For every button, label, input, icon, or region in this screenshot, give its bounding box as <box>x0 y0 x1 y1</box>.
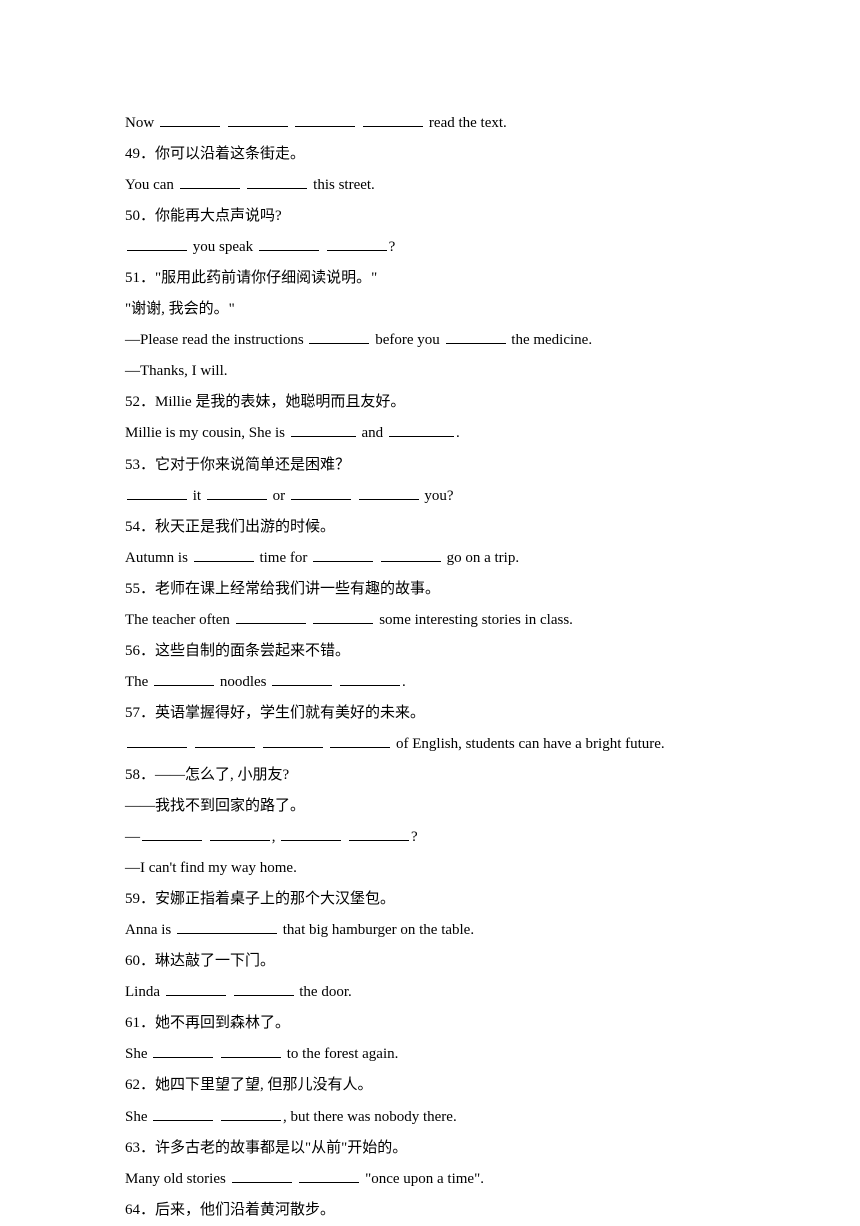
fill-blank <box>207 485 267 500</box>
worksheet-line: 57．英语掌握得好，学生们就有美好的未来。 <box>125 698 735 729</box>
worksheet-line: Autumn is time for go on a trip. <box>125 543 735 574</box>
fill-blank <box>127 485 187 500</box>
worksheet-line: 61．她不再回到森林了。 <box>125 1008 735 1039</box>
fill-blank <box>195 733 255 748</box>
worksheet-line: Anna is that big hamburger on the table. <box>125 915 735 946</box>
worksheet-line: She to the forest again. <box>125 1039 735 1070</box>
fill-blank <box>259 236 319 251</box>
fill-blank <box>349 826 409 841</box>
worksheet-line: 56．这些自制的面条尝起来不错。 <box>125 636 735 667</box>
worksheet-line: 52．Millie 是我的表妹，她聪明而且友好。 <box>125 387 735 418</box>
worksheet-line: 64．后来，他们沿着黄河散步。 <box>125 1195 735 1226</box>
worksheet-line: Millie is my cousin, She is and . <box>125 418 735 449</box>
fill-blank <box>309 329 369 344</box>
worksheet-line: of English, students can have a bright f… <box>125 729 735 760</box>
fill-blank <box>127 236 187 251</box>
worksheet-line: you speak ? <box>125 232 735 263</box>
fill-blank <box>234 981 294 996</box>
worksheet-line: 63．许多古老的故事都是以"从前"开始的。 <box>125 1133 735 1164</box>
fill-blank <box>272 671 332 686</box>
fill-blank <box>221 1043 281 1058</box>
fill-blank <box>153 1043 213 1058</box>
fill-blank <box>180 174 240 189</box>
worksheet-line: 60．琳达敲了一下门。 <box>125 946 735 977</box>
fill-blank <box>299 1168 359 1183</box>
fill-blank <box>177 919 277 934</box>
worksheet-line: Now read the text. <box>125 108 735 139</box>
worksheet-line: —Please read the instructions before you… <box>125 325 735 356</box>
fill-blank <box>330 733 390 748</box>
fill-blank <box>291 485 351 500</box>
worksheet-line: 58．——怎么了, 小朋友? <box>125 760 735 791</box>
fill-blank <box>247 174 307 189</box>
fill-blank <box>381 547 441 562</box>
worksheet-line: Many old stories "once upon a time". <box>125 1164 735 1195</box>
fill-blank <box>127 733 187 748</box>
fill-blank <box>363 112 423 127</box>
fill-blank <box>166 981 226 996</box>
fill-blank <box>295 112 355 127</box>
fill-blank <box>210 826 270 841</box>
worksheet-line: 49．你可以沿着这条街走。 <box>125 139 735 170</box>
worksheet-line: 51．"服用此药前请你仔细阅读说明。" <box>125 263 735 294</box>
worksheet-line: 54．秋天正是我们出游的时候。 <box>125 512 735 543</box>
fill-blank <box>313 609 373 624</box>
worksheet-line: The teacher often some interesting stori… <box>125 605 735 636</box>
fill-blank <box>340 671 400 686</box>
worksheet-line: 62．她四下里望了望, 但那儿没有人。 <box>125 1070 735 1101</box>
worksheet-line: Linda the door. <box>125 977 735 1008</box>
fill-blank <box>281 826 341 841</box>
worksheet-content: Now read the text.49．你可以沿着这条街走。You can t… <box>125 108 735 1226</box>
worksheet-line: ——我找不到回家的路了。 <box>125 791 735 822</box>
worksheet-line: 55．老师在课上经常给我们讲一些有趣的故事。 <box>125 574 735 605</box>
worksheet-line: 59．安娜正指着桌子上的那个大汉堡包。 <box>125 884 735 915</box>
worksheet-line: "谢谢, 我会的。" <box>125 294 735 325</box>
fill-blank <box>160 112 220 127</box>
fill-blank <box>236 609 306 624</box>
fill-blank <box>154 671 214 686</box>
fill-blank <box>263 733 323 748</box>
fill-blank <box>359 485 419 500</box>
fill-blank <box>194 547 254 562</box>
worksheet-line: 53．它对于你来说简单还是困难？ <box>125 450 735 481</box>
fill-blank <box>389 422 454 437</box>
worksheet-line: it or you? <box>125 481 735 512</box>
worksheet-line: —Thanks, I will. <box>125 356 735 387</box>
worksheet-line: You can this street. <box>125 170 735 201</box>
fill-blank <box>228 112 288 127</box>
fill-blank <box>327 236 387 251</box>
worksheet-line: The noodles . <box>125 667 735 698</box>
fill-blank <box>313 547 373 562</box>
worksheet-line: 50．你能再大点声说吗? <box>125 201 735 232</box>
worksheet-line: — , ? <box>125 822 735 853</box>
fill-blank <box>232 1168 292 1183</box>
worksheet-line: —I can't find my way home. <box>125 853 735 884</box>
fill-blank <box>221 1106 281 1121</box>
worksheet-line: She , but there was nobody there. <box>125 1102 735 1133</box>
fill-blank <box>153 1106 213 1121</box>
fill-blank <box>446 329 506 344</box>
fill-blank <box>142 826 202 841</box>
fill-blank <box>291 422 356 437</box>
